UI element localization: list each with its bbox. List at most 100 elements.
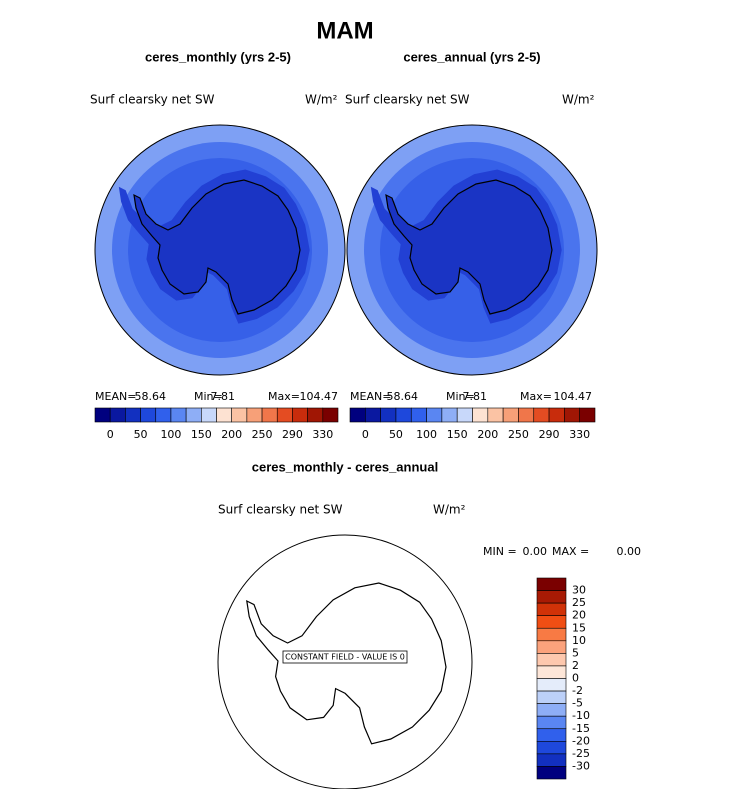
colorbar-label: 10	[572, 634, 586, 647]
colorbar-swatch	[109, 407, 126, 423]
colorbar-swatch	[564, 407, 580, 423]
stat-text: MEAN=	[350, 390, 391, 403]
annotation: CONSTANT FIELD - VALUE IS 0	[285, 653, 405, 662]
colorbar-swatch	[579, 407, 596, 423]
colorbar-swatch	[349, 407, 366, 423]
colorbar-label: 5	[572, 646, 579, 659]
stat-text: 104.47	[300, 390, 339, 403]
colorbar-swatch	[536, 678, 567, 692]
variable-label: Surf clearsky net SW	[218, 503, 343, 517]
stat-text: Min=	[194, 390, 223, 403]
stat-text: Min=	[446, 390, 475, 403]
colorbar-swatch	[536, 653, 567, 667]
colorbar-swatch	[231, 407, 248, 423]
colorbar-swatch	[292, 407, 308, 423]
stat-text: MEAN=	[95, 390, 136, 403]
stat-text: 0.00	[617, 545, 642, 558]
colorbar-swatch	[536, 590, 567, 604]
colorbar-label: 150	[191, 428, 212, 441]
colorbar-label: -10	[572, 709, 590, 722]
stat-text: 0.00	[523, 545, 548, 558]
colorbar-swatch	[125, 407, 141, 423]
stat-text: 7.81	[211, 390, 236, 403]
colorbar-swatch	[276, 407, 293, 423]
colorbar-label: 250	[508, 428, 529, 441]
colorbar-swatch	[548, 407, 565, 423]
colorbar-swatch	[410, 407, 427, 423]
variable-label: Surf clearsky net SW	[345, 93, 470, 107]
colorbar-label: 200	[477, 428, 498, 441]
colorbar-label: 15	[572, 621, 586, 634]
units-label: W/m²	[562, 93, 595, 107]
colorbar-label: -25	[572, 747, 590, 760]
colorbar-label: 290	[539, 428, 560, 441]
panel-title: ceres_annual (yrs 2-5)	[403, 49, 540, 64]
colorbar-label: 100	[416, 428, 437, 441]
colorbar-swatch	[536, 753, 567, 767]
colorbar-swatch	[518, 407, 535, 423]
figure-title: MAM	[316, 17, 373, 44]
colorbar-swatch	[246, 407, 263, 423]
colorbar-swatch	[536, 741, 567, 755]
colorbar-swatch	[472, 407, 489, 423]
colorbar-label: 50	[389, 428, 403, 441]
stat-text: Max=	[268, 390, 300, 403]
colorbar-label: -20	[572, 734, 590, 747]
colorbar-label: 50	[134, 428, 148, 441]
colorbar-swatch	[201, 407, 217, 423]
colorbar-swatch	[155, 407, 172, 423]
colorbar-swatch	[426, 407, 443, 423]
colorbar-swatch	[307, 407, 324, 423]
colorbar-label: 0	[362, 428, 369, 441]
colorbar-swatch	[536, 665, 567, 679]
colorbar-swatch	[533, 407, 550, 423]
colorbar-swatch	[536, 602, 567, 616]
colorbar-label: -2	[572, 684, 583, 697]
colorbar-swatch	[536, 640, 567, 654]
colorbar-swatch	[502, 407, 519, 423]
map-3	[217, 534, 473, 789]
panel-title: ceres_monthly - ceres_annual	[252, 459, 438, 474]
map-2	[346, 124, 598, 376]
stat-text: 58.64	[387, 390, 419, 403]
colorbar-swatch	[94, 407, 111, 423]
stat-text: MAX =	[552, 545, 589, 558]
stats: MEAN=58.64 Min=7.81 Max= 104.47 MEAN=58.64 Mi…	[95, 390, 641, 558]
stat-text: 58.64	[135, 390, 167, 403]
colorbar-label: -30	[572, 759, 590, 772]
colorbar-swatch	[395, 407, 412, 423]
colorbar-swatch	[261, 407, 278, 423]
colorbar-swatch	[536, 715, 567, 730]
colorbar-label: 20	[572, 609, 586, 622]
colorbar-swatch	[365, 407, 381, 423]
panel-title: ceres_monthly (yrs 2-5)	[145, 49, 291, 64]
colorbar-label: 25	[572, 596, 586, 609]
colorbar-swatch	[322, 407, 339, 423]
colorbar-label: 30	[572, 584, 586, 597]
colorbar-swatch	[536, 728, 567, 742]
colorbar-label: 250	[252, 428, 273, 441]
colorbar-swatch	[536, 703, 567, 717]
colorbar-swatch	[536, 766, 567, 780]
colorbar-label: 330	[312, 428, 333, 441]
colorbar-swatch	[170, 407, 187, 423]
colorbar-swatch	[441, 407, 458, 423]
colorbar-label: 0	[572, 672, 579, 685]
colorbars: 0 50 100 150 200 250 290 330 0 50 100 150 200 250 290 3…	[94, 407, 596, 780]
units-label: W/m²	[305, 93, 338, 107]
stat-text: MIN =	[483, 545, 517, 558]
colorbar-swatch	[536, 577, 567, 591]
colorbar-label: 290	[282, 428, 303, 441]
colorbar-label: -15	[572, 722, 590, 735]
colorbar-swatch	[487, 407, 504, 423]
colorbar-swatch	[536, 690, 567, 704]
colorbar-label: 200	[221, 428, 242, 441]
variable-label: Surf clearsky net SW	[90, 93, 215, 107]
colorbar-label: 100	[160, 428, 181, 441]
colorbar-swatch	[536, 627, 567, 642]
colorbar-label: 150	[447, 428, 468, 441]
stat-text: 7.81	[463, 390, 488, 403]
colorbar-swatch	[216, 407, 232, 423]
stat-text: Max=	[520, 390, 552, 403]
